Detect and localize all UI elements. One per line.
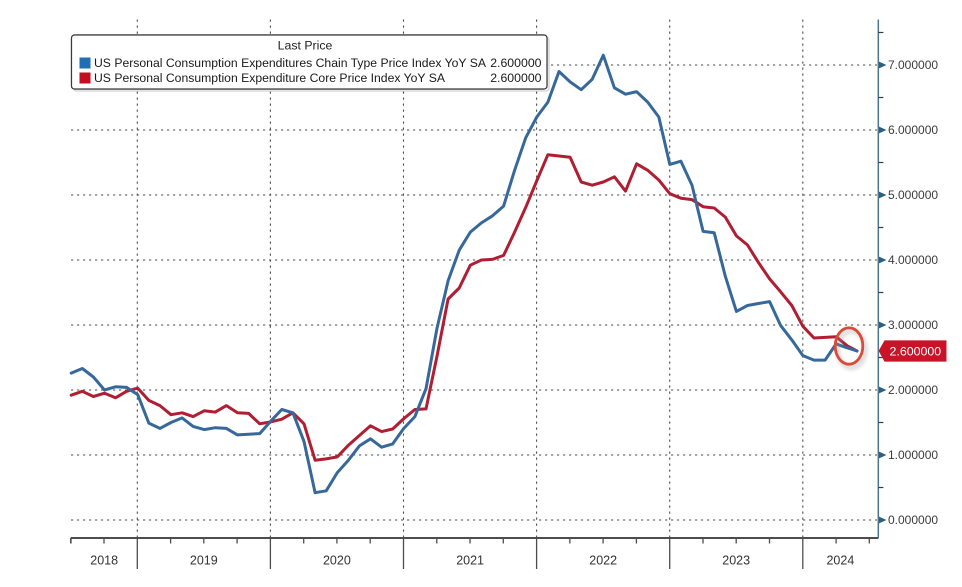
svg-text:2021: 2021 bbox=[456, 554, 484, 568]
svg-text:2.600000: 2.600000 bbox=[890, 344, 942, 358]
svg-text:2020: 2020 bbox=[323, 554, 351, 568]
svg-text:1.000000: 1.000000 bbox=[888, 448, 938, 462]
svg-text:6.000000: 6.000000 bbox=[888, 123, 938, 137]
svg-text:4.000000: 4.000000 bbox=[888, 253, 938, 267]
svg-text:2024: 2024 bbox=[826, 554, 854, 568]
svg-text:2.600000: 2.600000 bbox=[490, 56, 541, 70]
svg-text:US Personal Consumption Expend: US Personal Consumption Expenditures Cha… bbox=[94, 56, 487, 70]
svg-text:2.000000: 2.000000 bbox=[888, 383, 938, 397]
svg-text:2022: 2022 bbox=[589, 554, 617, 568]
svg-text:2023: 2023 bbox=[722, 554, 750, 568]
svg-text:3.000000: 3.000000 bbox=[888, 318, 938, 332]
svg-text:7.000000: 7.000000 bbox=[888, 58, 938, 72]
svg-text:2018: 2018 bbox=[90, 554, 118, 568]
svg-text:US Personal Consumption Expend: US Personal Consumption Expenditure Core… bbox=[94, 71, 446, 85]
svg-text:2019: 2019 bbox=[190, 554, 218, 568]
svg-text:2.600000: 2.600000 bbox=[490, 71, 541, 85]
svg-text:5.000000: 5.000000 bbox=[888, 188, 938, 202]
svg-text:0.000000: 0.000000 bbox=[888, 513, 938, 527]
svg-text:Last Price: Last Price bbox=[278, 39, 333, 53]
